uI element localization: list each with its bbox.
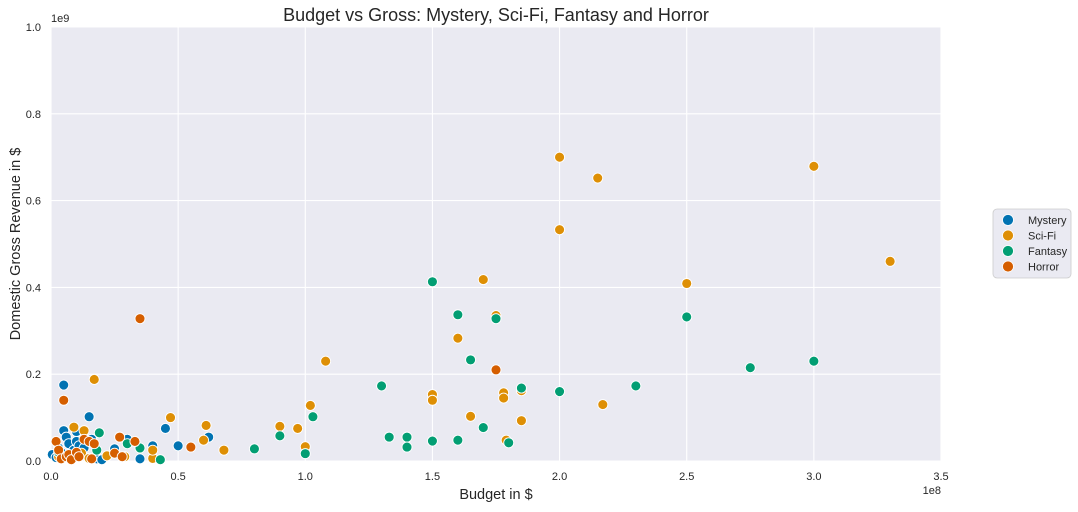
y-axis-exponent: 1e9	[51, 13, 69, 25]
data-point	[515, 415, 527, 427]
data-point	[304, 399, 316, 411]
x-axis-ticks: 0.0 0.5 1.0 1.5 2.0 2.5 3.0 3.5	[43, 471, 948, 483]
legend-label: Horror	[1028, 262, 1060, 274]
data-point	[744, 362, 756, 374]
data-point	[292, 423, 304, 434]
data-point	[248, 443, 260, 455]
data-point	[884, 255, 896, 267]
data-point	[129, 436, 141, 447]
legend-label: Sci-Fi	[1028, 231, 1056, 243]
legend-label: Fantasy	[1028, 246, 1068, 258]
data-point	[116, 451, 128, 463]
x-tick-label: 0.0	[43, 471, 58, 483]
legend: Mystery Sci-Fi Fantasy Horror	[992, 208, 1072, 279]
legend-marker	[1002, 260, 1014, 273]
x-tick-label: 1.5	[425, 471, 440, 483]
data-point	[426, 394, 438, 406]
series-horror	[50, 313, 502, 466]
data-point	[681, 278, 693, 289]
data-point	[452, 309, 464, 321]
data-point	[83, 411, 95, 423]
data-point	[185, 441, 197, 453]
data-point	[88, 373, 100, 385]
data-point	[681, 311, 693, 323]
data-point	[554, 224, 566, 236]
data-point	[592, 172, 604, 184]
data-point	[452, 434, 464, 446]
data-point	[114, 431, 126, 443]
data-point	[320, 355, 332, 367]
x-axis-label: Budget in $	[459, 487, 532, 503]
data-point	[465, 410, 477, 422]
data-point	[465, 354, 477, 366]
data-point	[426, 276, 438, 288]
legend-marker	[1002, 214, 1014, 226]
data-point	[73, 451, 85, 463]
y-tick-label: 0.8	[26, 109, 41, 121]
data-point	[147, 444, 159, 456]
data-point	[477, 274, 489, 286]
x-tick-label: 1.0	[298, 471, 313, 483]
data-point	[86, 453, 98, 465]
data-point	[93, 427, 105, 439]
data-point	[515, 382, 527, 394]
data-point	[808, 160, 820, 172]
legend-label: Mystery	[1028, 215, 1067, 227]
x-tick-label: 0.5	[170, 471, 185, 483]
data-points	[46, 151, 896, 466]
data-point	[630, 380, 642, 392]
data-point	[477, 422, 489, 434]
data-point	[198, 434, 210, 446]
data-point	[307, 411, 319, 423]
data-point	[154, 454, 166, 466]
y-axis-label: Domestic Gross Revenue in $	[8, 148, 24, 341]
data-point	[554, 386, 566, 398]
x-tick-label: 3.0	[806, 471, 821, 483]
y-tick-label: 0.0	[26, 456, 41, 468]
data-point	[172, 440, 184, 452]
data-point	[134, 453, 146, 465]
data-point	[554, 151, 566, 163]
data-point	[200, 419, 212, 431]
y-tick-label: 0.2	[26, 369, 41, 381]
plot-area	[51, 27, 941, 461]
x-tick-label: 3.5	[933, 471, 948, 483]
y-axis-ticks: 0.0 0.2 0.4 0.6 0.8 1.0	[26, 22, 41, 468]
data-point	[426, 435, 438, 447]
data-point	[68, 421, 80, 433]
x-tick-label: 2.5	[679, 471, 694, 483]
data-point	[218, 444, 230, 456]
data-point	[58, 379, 70, 391]
data-point	[490, 364, 502, 376]
data-point	[808, 355, 820, 367]
data-point	[299, 448, 311, 460]
data-point	[274, 430, 286, 442]
y-tick-label: 1.0	[26, 22, 41, 34]
data-point	[88, 438, 100, 450]
data-point	[159, 423, 171, 434]
chart-title: Budget vs Gross: Mystery, Sci-Fi, Fantas…	[283, 5, 709, 25]
data-point	[274, 420, 286, 432]
y-tick-label: 0.4	[26, 282, 41, 294]
legend-box	[992, 208, 1072, 279]
legend-marker	[1002, 229, 1014, 242]
x-axis-exponent: 1e8	[923, 485, 941, 497]
data-point	[597, 399, 609, 411]
data-point	[383, 431, 395, 443]
data-point	[490, 313, 502, 325]
data-point	[401, 431, 413, 443]
data-point	[165, 412, 176, 424]
data-point	[401, 441, 413, 453]
x-tick-label: 2.0	[552, 471, 567, 483]
legend-marker	[1002, 245, 1014, 257]
data-point	[498, 392, 510, 404]
data-point	[58, 394, 70, 406]
y-tick-label: 0.6	[26, 196, 41, 208]
data-point	[376, 380, 388, 392]
data-point	[452, 332, 464, 344]
data-point	[503, 437, 515, 449]
data-point	[134, 313, 146, 325]
